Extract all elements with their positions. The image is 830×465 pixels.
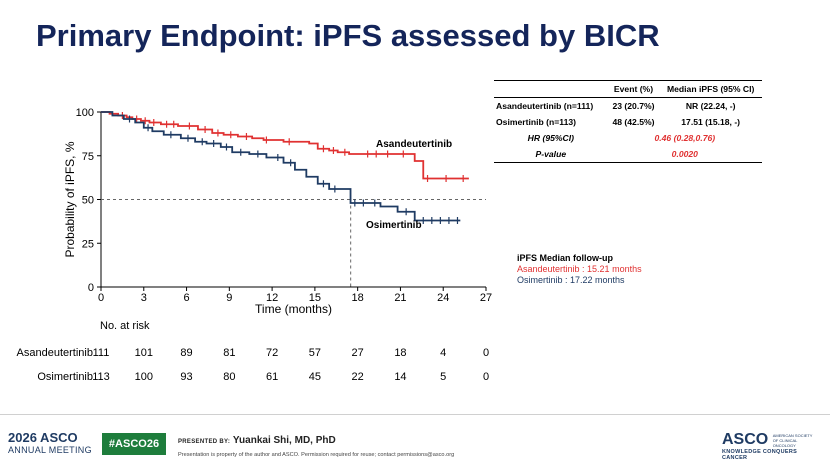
risk-value: 5 xyxy=(440,371,447,383)
x-tick-label: 3 xyxy=(141,292,147,304)
risk-value: 18 xyxy=(394,347,407,359)
risk-value: 27 xyxy=(351,347,364,359)
x-tick-label: 18 xyxy=(352,292,364,304)
stats-label: Osimertinib (n=113) xyxy=(496,117,576,127)
risk-table-title: No. at risk xyxy=(100,320,150,332)
km-chart: 0 3 6 9 12 15 18 21 24 27 0 25 50 75 100 Time (months) P… xyxy=(63,107,492,316)
presenter-name: Yuankai Shi, MD, PhD xyxy=(232,435,336,446)
hashtag-badge: #ASCO26 xyxy=(102,433,166,455)
p-value: 0.0020 xyxy=(607,146,762,163)
stats-row-osimertinib: Osimertinib (n=113) 48 (42.5%) 17.51 (15… xyxy=(494,114,762,130)
stats-row-asandeutertinib: Asandeutertinib (n=111) 23 (20.7%) NR (2… xyxy=(494,98,762,115)
org-tagline: KNOWLEDGE CONQUERS CANCER xyxy=(722,449,798,462)
followup-asandeutertinib: Asandeutertinib : 15.21 months xyxy=(517,264,642,274)
risk-value: 45 xyxy=(308,371,321,383)
hr-label: HR (95%CI) xyxy=(527,133,574,143)
risk-value: 0 xyxy=(482,347,490,359)
annotation-osimertinib: Osimertinib xyxy=(366,220,422,231)
meeting-year: 2026 ASCO xyxy=(8,430,78,445)
risk-value: 101 xyxy=(134,347,153,359)
risk-value: 0 xyxy=(482,371,490,383)
hr-value: 0.46 (0.28,0.76) xyxy=(654,133,716,143)
x-tick-label: 27 xyxy=(480,292,492,304)
x-tick-label: 21 xyxy=(394,292,406,304)
risk-value: 81 xyxy=(223,347,236,359)
stats-event: 23 (20.7%) xyxy=(612,101,655,111)
stats-row-hr: HR (95%CI) 0.46 (0.28,0.76) xyxy=(494,130,762,146)
risk-value: 80 xyxy=(223,371,236,383)
risk-value: 113 xyxy=(92,371,110,383)
copyright-notice: Presentation is property of the author a… xyxy=(178,452,455,458)
y-axis-label: Probability of iPFS, % xyxy=(63,141,77,257)
stats-table: Event (%) Median iPFS (95% CI) Asandeute… xyxy=(494,80,762,163)
risk-value: 22 xyxy=(351,371,364,383)
presented-by: PRESENTED BY: Yuankai Shi, MD, PhD xyxy=(178,435,336,446)
series-line-osimertinib xyxy=(101,111,461,222)
y-tick-label: 0 xyxy=(88,282,94,294)
followup-heading: iPFS Median follow-up xyxy=(517,253,613,263)
x-tick-label: 12 xyxy=(266,292,278,304)
y-tick-label: 75 xyxy=(82,151,94,163)
x-tick-label: 6 xyxy=(183,292,189,304)
footer-divider xyxy=(0,414,830,415)
annotation-asandeutertinib: Asandeutertinib xyxy=(376,139,452,150)
x-tick-label: 24 xyxy=(437,292,449,304)
risk-row-name: Osimertinib xyxy=(37,371,93,383)
risk-value: 93 xyxy=(180,371,193,383)
slide-title: Primary Endpoint: iPFS assessed by BICR xyxy=(36,18,660,53)
org-full-name: AMERICAN SOCIETY OF CLINICAL ONCOLOGY xyxy=(772,432,813,448)
risk-value: 4 xyxy=(440,347,447,359)
y-tick-label: 50 xyxy=(82,195,94,207)
stats-label: Asandeutertinib (n=111) xyxy=(496,101,594,111)
p-label: P-value xyxy=(494,146,608,163)
risk-value: 14 xyxy=(394,371,407,383)
meeting-logo: 2026 ASCO ANNUAL MEETING xyxy=(8,430,92,456)
stats-header-event: Event (%) xyxy=(607,80,660,98)
stats-header-blank xyxy=(494,80,608,98)
x-tick-label: 0 xyxy=(98,292,104,304)
y-tick-label: 25 xyxy=(82,238,94,250)
x-tick-label: 9 xyxy=(226,292,232,304)
stats-event: 48 (42.5%) xyxy=(612,117,655,127)
org-logo-text: ASCO xyxy=(722,431,769,448)
risk-value: 89 xyxy=(180,347,193,359)
y-tick-label: 100 xyxy=(76,107,94,119)
risk-row-name: Asandeutertinib xyxy=(16,347,93,359)
org-logo: ASCO AMERICAN SOCIETY OF CLINICAL ONCOLO… xyxy=(722,431,822,461)
stats-header-median: Median iPFS (95% CI) xyxy=(659,80,762,98)
risk-value: 111 xyxy=(92,347,110,359)
stats-median: NR (22.24, -) xyxy=(685,101,736,111)
risk-value: 72 xyxy=(265,347,279,359)
x-axis-label: Time (months) xyxy=(255,302,332,316)
risk-value: 100 xyxy=(134,371,153,383)
followup-box: iPFS Median follow-up Asandeutertinib : … xyxy=(517,253,642,286)
meeting-sub: ANNUAL MEETING xyxy=(8,445,92,455)
risk-value: 61 xyxy=(265,371,279,383)
risk-value: 57 xyxy=(308,347,321,359)
x-tick-label: 15 xyxy=(309,292,321,304)
stats-row-p: P-value 0.0020 xyxy=(494,146,762,163)
presented-by-label: PRESENTED BY: xyxy=(178,439,231,445)
stats-median: 17.51 (15.18, -) xyxy=(681,117,741,127)
followup-osimertinib: Osimertinib : 17.22 months xyxy=(517,275,625,285)
